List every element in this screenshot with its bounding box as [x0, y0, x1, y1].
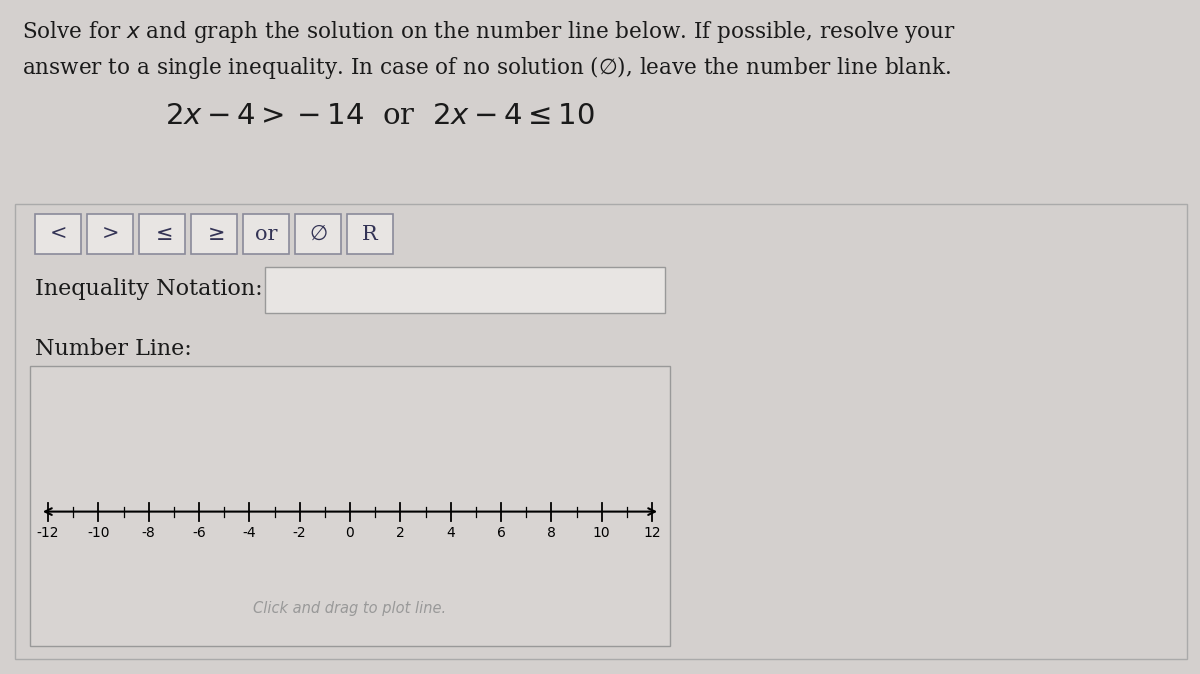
Text: <: <	[49, 224, 67, 243]
FancyBboxPatch shape	[191, 214, 238, 254]
Text: -8: -8	[142, 526, 156, 540]
Text: -10: -10	[88, 526, 109, 540]
Text: 0: 0	[346, 526, 354, 540]
Text: 12: 12	[643, 526, 661, 540]
Text: Number Line:: Number Line:	[35, 338, 192, 360]
FancyBboxPatch shape	[30, 366, 670, 646]
Text: -2: -2	[293, 526, 306, 540]
Text: or: or	[254, 224, 277, 243]
Text: Solve for $x$ and graph the solution on the number line below. If possible, reso: Solve for $x$ and graph the solution on …	[22, 19, 956, 45]
FancyBboxPatch shape	[14, 204, 1187, 659]
Text: >: >	[101, 224, 119, 243]
FancyBboxPatch shape	[139, 214, 185, 254]
Text: 2: 2	[396, 526, 404, 540]
Text: $\geq$: $\geq$	[203, 224, 224, 243]
Text: $\leq$: $\leq$	[151, 224, 173, 243]
Text: 4: 4	[446, 526, 455, 540]
Text: -12: -12	[37, 526, 59, 540]
Text: $\emptyset$: $\emptyset$	[308, 224, 328, 244]
Text: Inequality Notation:: Inequality Notation:	[35, 278, 263, 300]
FancyBboxPatch shape	[35, 214, 82, 254]
Text: Click and drag to plot line.: Click and drag to plot line.	[253, 601, 446, 615]
FancyBboxPatch shape	[295, 214, 341, 254]
Text: answer to a single inequality. In case of no solution ($\emptyset$), leave the n: answer to a single inequality. In case o…	[22, 54, 952, 81]
Text: 10: 10	[593, 526, 611, 540]
Text: -4: -4	[242, 526, 256, 540]
Text: -6: -6	[192, 526, 206, 540]
FancyBboxPatch shape	[347, 214, 394, 254]
Text: $2x - 4 > -14$  or  $2x - 4 \leq 10$: $2x - 4 > -14$ or $2x - 4 \leq 10$	[166, 102, 595, 130]
FancyBboxPatch shape	[265, 267, 665, 313]
FancyBboxPatch shape	[88, 214, 133, 254]
Text: R: R	[362, 224, 378, 243]
FancyBboxPatch shape	[242, 214, 289, 254]
Text: 6: 6	[497, 526, 505, 540]
Text: 8: 8	[547, 526, 556, 540]
